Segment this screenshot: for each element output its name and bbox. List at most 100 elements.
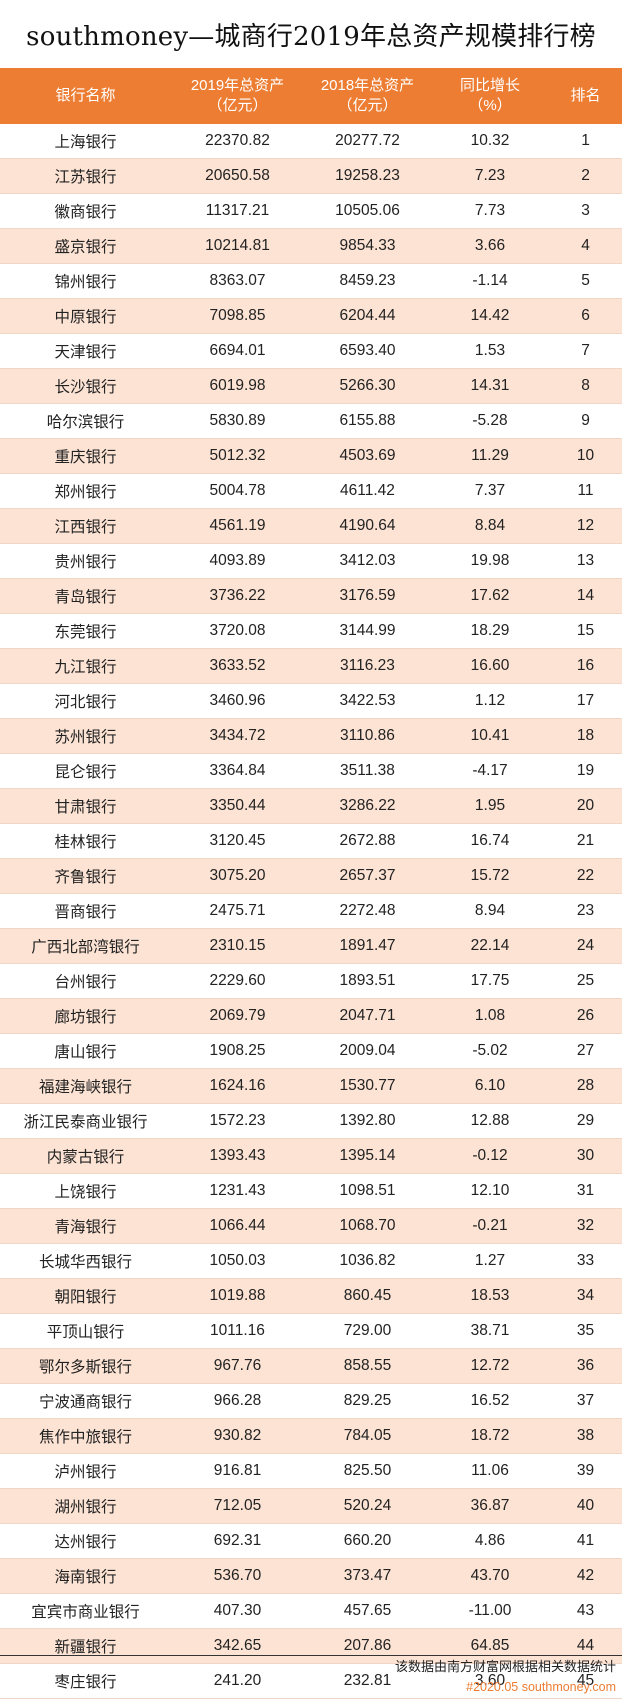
cell-rank: 7	[549, 333, 622, 369]
page-title: southmoney—城商行2019年总资产规模排行榜	[26, 21, 596, 52]
cell-rank: 27	[549, 1033, 622, 1069]
cell-rank: 26	[549, 998, 622, 1034]
cell-assets-2019: 712.05	[171, 1488, 304, 1524]
table-row: 昆仑银行 3364.84 3511.38 -4.17 19	[0, 753, 622, 789]
table-row: 河北银行 3460.96 3422.53 1.12 17	[0, 683, 622, 719]
cell-assets-2019: 8363.07	[171, 263, 304, 299]
cell-bank-name: 上海银行	[0, 124, 171, 159]
cell-yoy-growth: 18.72	[431, 1418, 549, 1454]
cell-assets-2019: 1011.16	[171, 1313, 304, 1349]
cell-assets-2018: 20277.72	[304, 124, 431, 159]
cell-assets-2018: 860.45	[304, 1278, 431, 1314]
cell-assets-2018: 1392.80	[304, 1103, 431, 1139]
cell-yoy-growth: 12.10	[431, 1173, 549, 1209]
cell-rank: 43	[549, 1593, 622, 1629]
cell-bank-name: 台州银行	[0, 963, 171, 999]
cell-bank-name: 贵州银行	[0, 543, 171, 579]
cell-bank-name: 徽商银行	[0, 193, 171, 229]
cell-yoy-growth: 11.06	[431, 1453, 549, 1489]
cell-assets-2018: 4503.69	[304, 438, 431, 474]
table-row: 长城华西银行 1050.03 1036.82 1.27 33	[0, 1243, 622, 1279]
cell-rank: 18	[549, 718, 622, 754]
cell-assets-2018: 4611.42	[304, 473, 431, 509]
table-row: 江西银行 4561.19 4190.64 8.84 12	[0, 508, 622, 544]
cell-yoy-growth: 7.23	[431, 158, 549, 194]
header-bank-name: 银行名称	[0, 68, 171, 124]
cell-bank-name: 广西北部湾银行	[0, 928, 171, 964]
cell-yoy-growth: 14.31	[431, 368, 549, 404]
cell-assets-2018: 6155.88	[304, 403, 431, 439]
cell-assets-2018: 6593.40	[304, 333, 431, 369]
cell-rank: 3	[549, 193, 622, 229]
table-row: 青岛银行 3736.22 3176.59 17.62 14	[0, 578, 622, 614]
table-row: 唐山银行 1908.25 2009.04 -5.02 27	[0, 1033, 622, 1069]
cell-yoy-growth: 43.70	[431, 1558, 549, 1594]
cell-yoy-growth: 16.60	[431, 648, 549, 684]
cell-bank-name: 上饶银行	[0, 1173, 171, 1209]
cell-bank-name: 鄂尔多斯银行	[0, 1348, 171, 1384]
cell-bank-name: 青岛银行	[0, 578, 171, 614]
cell-assets-2018: 2657.37	[304, 858, 431, 894]
cell-assets-2018: 1893.51	[304, 963, 431, 999]
cell-yoy-growth: 7.73	[431, 193, 549, 229]
cell-assets-2019: 3736.22	[171, 578, 304, 614]
cell-assets-2018: 520.24	[304, 1488, 431, 1524]
cell-rank: 44	[549, 1628, 622, 1664]
cell-assets-2018: 3412.03	[304, 543, 431, 579]
cell-yoy-growth: 17.75	[431, 963, 549, 999]
table-row: 新疆银行 342.65 207.86 64.85 44	[0, 1628, 622, 1664]
cell-bank-name: 内蒙古银行	[0, 1138, 171, 1174]
cell-assets-2018: 825.50	[304, 1453, 431, 1489]
cell-yoy-growth: 14.42	[431, 298, 549, 334]
cell-yoy-growth: -11.00	[431, 1593, 549, 1629]
cell-assets-2018: 1068.70	[304, 1208, 431, 1244]
cell-yoy-growth: 19.98	[431, 543, 549, 579]
cell-yoy-growth: 64.85	[431, 1628, 549, 1664]
cell-assets-2019: 7098.85	[171, 298, 304, 334]
cell-rank: 31	[549, 1173, 622, 1209]
cell-assets-2018: 2272.48	[304, 893, 431, 929]
cell-bank-name: 枣庄银行	[0, 1663, 171, 1699]
cell-assets-2018: 1098.51	[304, 1173, 431, 1209]
cell-assets-2018: 660.20	[304, 1523, 431, 1559]
cell-yoy-growth: 3.66	[431, 228, 549, 264]
table-row: 台州银行 2229.60 1893.51 17.75 25	[0, 963, 622, 999]
cell-rank: 13	[549, 543, 622, 579]
cell-assets-2019: 1393.43	[171, 1138, 304, 1174]
cell-bank-name: 平顶山银行	[0, 1313, 171, 1349]
cell-assets-2018: 232.81	[304, 1663, 431, 1699]
cell-bank-name: 中原银行	[0, 298, 171, 334]
header-assets-2018: 2018年总资产 （亿元）	[304, 68, 431, 124]
cell-bank-name: 哈尔滨银行	[0, 403, 171, 439]
cell-bank-name: 晋商银行	[0, 893, 171, 929]
cell-bank-name: 达州银行	[0, 1523, 171, 1559]
cell-bank-name: 东莞银行	[0, 613, 171, 649]
cell-yoy-growth: 7.37	[431, 473, 549, 509]
table-row: 上饶银行 1231.43 1098.51 12.10 31	[0, 1173, 622, 1209]
cell-assets-2018: 1036.82	[304, 1243, 431, 1279]
cell-assets-2018: 3422.53	[304, 683, 431, 719]
cell-assets-2019: 3720.08	[171, 613, 304, 649]
cell-assets-2019: 4093.89	[171, 543, 304, 579]
cell-assets-2019: 967.76	[171, 1348, 304, 1384]
table-row: 长沙银行 6019.98 5266.30 14.31 8	[0, 368, 622, 404]
cell-assets-2019: 2229.60	[171, 963, 304, 999]
cell-assets-2019: 407.30	[171, 1593, 304, 1629]
cell-bank-name: 天津银行	[0, 333, 171, 369]
cell-yoy-growth: 1.12	[431, 683, 549, 719]
table-row: 重庆银行 5012.32 4503.69 11.29 10	[0, 438, 622, 474]
cell-rank: 38	[549, 1418, 622, 1454]
cell-rank: 42	[549, 1558, 622, 1594]
table-row: 泸州银行 916.81 825.50 11.06 39	[0, 1453, 622, 1489]
cell-rank: 23	[549, 893, 622, 929]
table-row: 海南银行 536.70 373.47 43.70 42	[0, 1558, 622, 1594]
cell-rank: 22	[549, 858, 622, 894]
cell-rank: 9	[549, 403, 622, 439]
cell-rank: 16	[549, 648, 622, 684]
cell-yoy-growth: 12.88	[431, 1103, 549, 1139]
cell-rank: 41	[549, 1523, 622, 1559]
table-row: 枣庄银行 241.20 232.81 3.60 45	[0, 1663, 622, 1699]
cell-rank: 45	[549, 1663, 622, 1699]
cell-assets-2019: 4561.19	[171, 508, 304, 544]
